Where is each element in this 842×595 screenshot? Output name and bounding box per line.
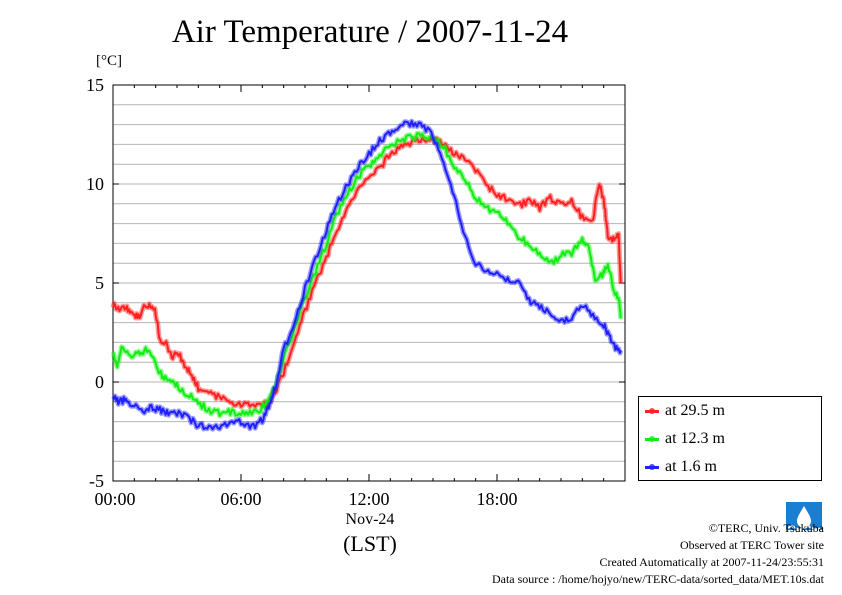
legend-swatch-29-5m (645, 407, 659, 414)
y-tick-label: 5 (95, 273, 104, 293)
series-line (112, 136, 622, 408)
chart-legend: at 29.5 m at 12.3 m at 1.6 m (638, 396, 822, 481)
y-tick-label: 15 (86, 75, 104, 95)
x-axis-timezone-label: (LST) (343, 531, 397, 556)
legend-label-29-5m: at 29.5 m (665, 402, 725, 419)
credit-created: Created Automatically at 2007-11-24/23:5… (599, 555, 824, 569)
x-tick-label: 12:00 (348, 489, 389, 509)
series-line (112, 120, 622, 431)
legend-label-1-6m: at 1.6 m (665, 458, 717, 475)
legend-swatch-12-3m (645, 435, 659, 442)
series-lines (110, 118, 624, 432)
chart-title: Air Temperature / 2007-11-24 (171, 14, 569, 50)
x-tick-label: 06:00 (220, 489, 261, 509)
credits-block: ©TERC, Univ. Tsukuba Observed at TERC To… (492, 520, 824, 588)
axis-ticks: -5 0 5 10 15 00:00 06:00 12:00 18:00 (86, 75, 625, 509)
series-line (112, 132, 622, 417)
credit-site: Observed at TERC Tower site (679, 538, 824, 552)
y-tick-label: 10 (86, 174, 104, 194)
legend-item-12-3m: at 12.3 m (645, 429, 725, 449)
y-tick-label: -5 (89, 471, 104, 491)
y-tick-label: 0 (95, 372, 104, 392)
legend-swatch-1-6m (645, 463, 659, 470)
x-tick-label: 18:00 (476, 489, 517, 509)
credit-copyright: ©TERC, Univ. Tsukuba (708, 521, 824, 535)
legend-item-29-5m: at 29.5 m (645, 401, 725, 421)
x-axis-date-label: Nov-24 (345, 511, 395, 528)
legend-label-12-3m: at 12.3 m (665, 430, 725, 447)
credit-source: Data source : /home/hojyo/new/TERC-data/… (491, 572, 824, 586)
chart-grid (113, 104, 625, 462)
x-tick-label: 00:00 (94, 489, 135, 509)
legend-item-1-6m: at 1.6 m (645, 457, 717, 477)
terc-logo-icon (786, 502, 822, 536)
y-axis-unit-label: [°C] (96, 53, 122, 69)
